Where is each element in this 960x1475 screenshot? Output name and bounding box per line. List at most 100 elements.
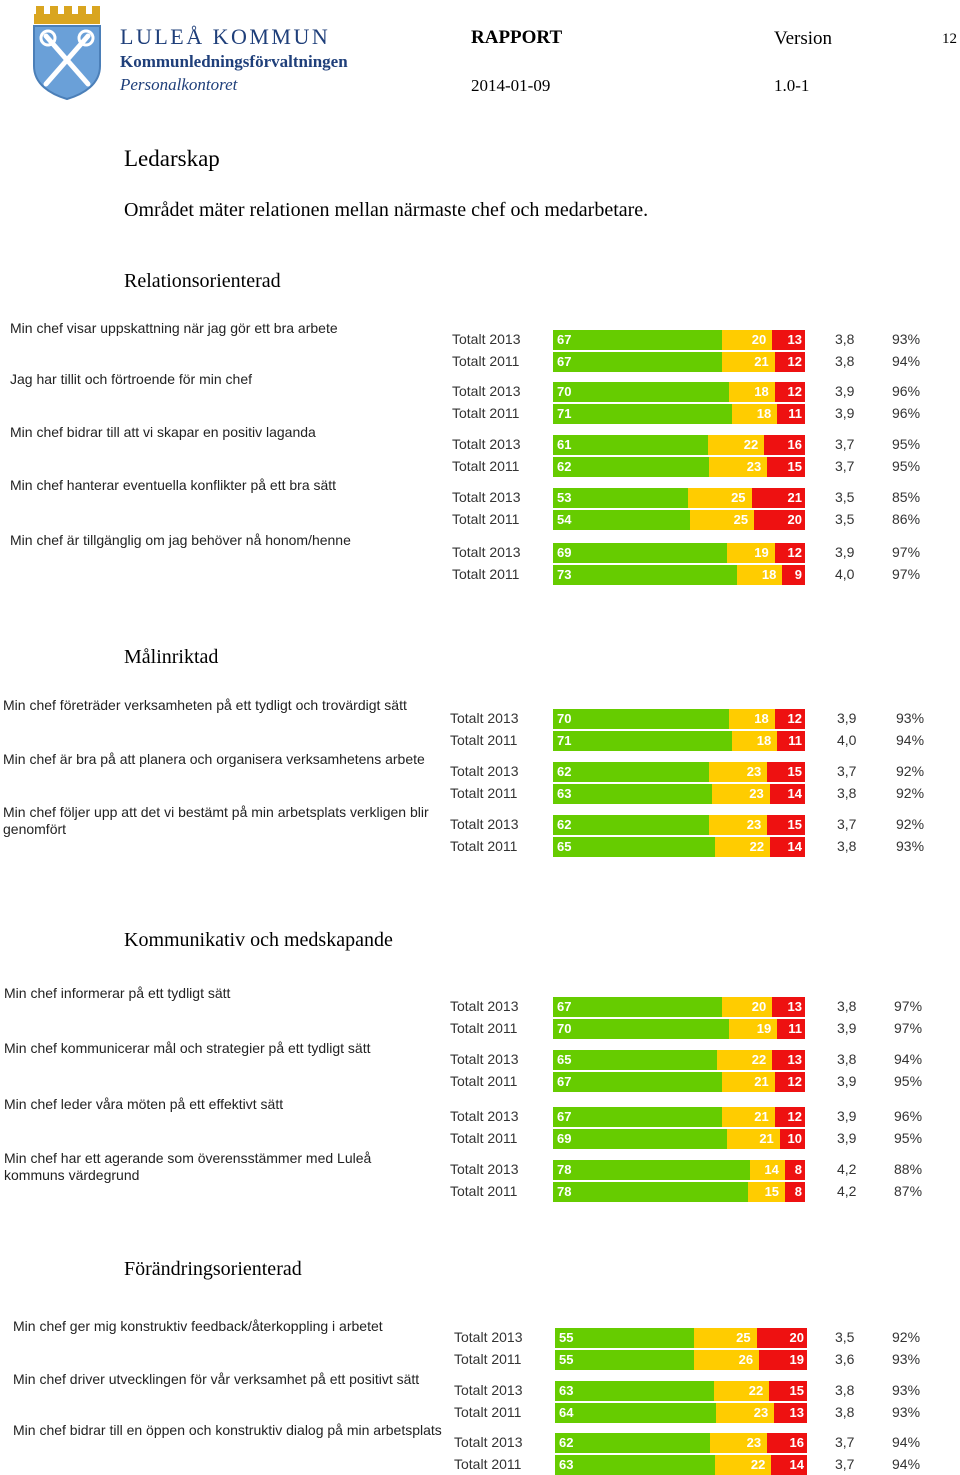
bar-segment-neutral: 23 [716, 1403, 775, 1423]
row-label: Totalt 2011 [450, 838, 518, 854]
bar-segment-negative: 11 [777, 404, 805, 424]
row-label: Totalt 2013 [450, 816, 519, 832]
mean-value: 3,7 [835, 458, 855, 474]
stacked-bar: 70 18 12 [553, 382, 805, 402]
mean-value: 3,9 [837, 1020, 857, 1036]
bar-segment-negative: 20 [756, 1328, 807, 1348]
mean-value: 3,9 [837, 1108, 857, 1124]
stacked-bar: 62 23 15 [553, 762, 805, 782]
bar-segment-negative: 15 [767, 762, 805, 782]
stacked-bar: 53 25 21 [553, 488, 805, 508]
bar-segment-positive: 78 [553, 1160, 750, 1180]
stacked-bar: 70 18 12 [553, 709, 805, 729]
response-rate: 94% [896, 732, 925, 748]
question-text: Min chef leder våra möten på ett effekti… [4, 1096, 284, 1112]
question-text: Min chef är bra på att planera och organ… [3, 751, 425, 767]
question-text: Min chef har ett agerande som överensstä… [4, 1150, 372, 1183]
response-rate: 92% [896, 785, 925, 801]
bar-segment-neutral: 21 [721, 352, 775, 372]
row-label: Totalt 2011 [452, 353, 520, 369]
stacked-bar: 55 25 20 [555, 1328, 807, 1348]
bar-segment-neutral: 25 [693, 1328, 757, 1348]
row-label: Totalt 2011 [452, 458, 520, 474]
section-title-relationsorienterad: Relationsorienterad [124, 270, 281, 292]
mean-value: 3,9 [837, 1130, 857, 1146]
bar-segment-positive: 63 [555, 1455, 716, 1475]
row-label: Totalt 2011 [454, 1351, 522, 1367]
bar-segment-positive: 70 [553, 382, 730, 402]
bar-segment-positive: 63 [553, 784, 712, 804]
mean-value: 3,8 [835, 331, 855, 347]
mean-value: 4,2 [837, 1183, 857, 1199]
question-text: Min chef informerar på ett tydligt sätt [4, 985, 231, 1001]
stacked-bar: 67 20 13 [553, 330, 805, 350]
bar-segment-positive: 65 [553, 837, 716, 857]
response-rate: 94% [894, 1051, 923, 1067]
bar-segment-neutral: 26 [693, 1350, 760, 1370]
response-rate: 93% [892, 1382, 921, 1398]
response-rate: 93% [892, 1404, 921, 1420]
mean-value: 3,8 [837, 1051, 857, 1067]
stacked-bar: 78 14 8 [553, 1160, 805, 1180]
stacked-bar: 78 15 8 [553, 1182, 805, 1202]
bar-segment-negative: 16 [767, 1433, 807, 1453]
bar-segment-negative: 12 [774, 1107, 805, 1127]
mean-value: 3,8 [835, 1382, 855, 1398]
bar-segment-neutral: 20 [721, 330, 773, 350]
bar-segment-positive: 62 [553, 457, 710, 477]
row-label: Totalt 2013 [450, 998, 519, 1014]
bar-segment-neutral: 19 [729, 1019, 778, 1039]
bar-segment-positive: 53 [553, 488, 688, 508]
question-text: Min chef ger mig konstruktiv feedback/åt… [13, 1318, 383, 1334]
section-title-malinriktad: Målinriktad [124, 646, 219, 668]
response-rate: 95% [894, 1073, 923, 1089]
version-label: Version [774, 28, 833, 49]
stacked-bar: 73 18 9 [553, 565, 805, 585]
mean-value: 3,8 [835, 1404, 855, 1420]
bar-segment-positive: 62 [553, 762, 710, 782]
row-label: Totalt 2011 [450, 1130, 518, 1146]
question-text: Min chef driver utvecklingen för vår ver… [13, 1371, 420, 1387]
bar-segment-negative: 11 [777, 731, 805, 751]
bar-segment-negative: 10 [779, 1129, 805, 1149]
mean-value: 4,2 [837, 1161, 857, 1177]
row-label: Totalt 2013 [454, 1434, 523, 1450]
mean-value: 3,5 [835, 511, 855, 527]
bar-segment-neutral: 18 [731, 404, 778, 424]
bar-segment-positive: 69 [553, 1129, 727, 1149]
bar-segment-positive: 54 [553, 510, 691, 530]
bar-segment-positive: 67 [553, 352, 722, 372]
bar-segment-neutral: 14 [749, 1160, 785, 1180]
bar-segment-positive: 73 [553, 565, 737, 585]
bar-segment-negative: 8 [784, 1160, 805, 1180]
bar-segment-neutral: 21 [726, 1129, 780, 1149]
response-rate: 96% [892, 383, 921, 399]
stacked-bar: 63 22 14 [555, 1455, 807, 1475]
bar-segment-negative: 13 [772, 330, 805, 350]
row-label: Totalt 2013 [450, 1051, 519, 1067]
row-label: Totalt 2013 [450, 1108, 519, 1124]
bar-segment-negative: 15 [767, 815, 805, 835]
page-title: Ledarskap [124, 146, 220, 171]
stacked-bar: 62 23 15 [553, 457, 805, 477]
response-rate: 95% [892, 458, 921, 474]
bar-segment-neutral: 23 [711, 784, 770, 804]
response-rate: 95% [894, 1130, 923, 1146]
bar-segment-neutral: 18 [731, 731, 778, 751]
bar-segment-negative: 12 [774, 352, 805, 372]
row-label: Totalt 2011 [450, 1073, 518, 1089]
stacked-bar: 65 22 14 [553, 837, 805, 857]
stacked-bar: 63 23 14 [553, 784, 805, 804]
bar-segment-neutral: 25 [690, 510, 755, 530]
question-text: Min chef kommunicerar mål och strategier… [4, 1040, 371, 1056]
row-label: Totalt 2013 [452, 436, 521, 452]
mean-value: 3,9 [837, 1073, 857, 1089]
doc-type: RAPPORT [471, 27, 563, 48]
mean-value: 3,5 [835, 489, 855, 505]
mean-value: 3,8 [837, 998, 857, 1014]
bar-segment-positive: 61 [553, 435, 709, 455]
question-text: Min chef visar uppskattning när jag gör … [10, 320, 338, 336]
row-label: Totalt 2013 [450, 710, 519, 726]
bar-segment-positive: 67 [553, 1107, 722, 1127]
mean-value: 3,9 [835, 383, 855, 399]
